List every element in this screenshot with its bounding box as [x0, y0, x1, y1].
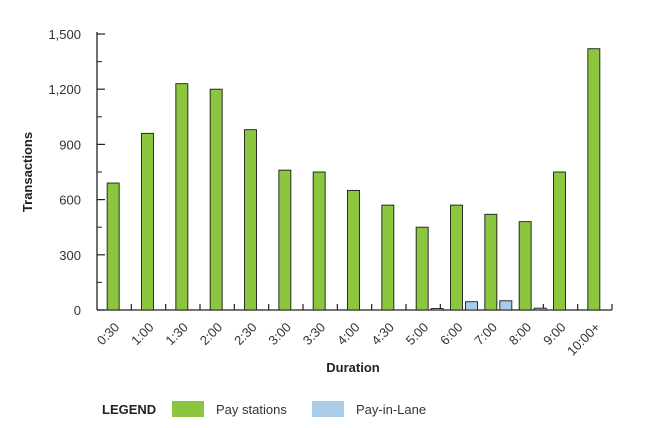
bar-pay-stations	[347, 189, 360, 311]
x-tick-label: 3:00	[265, 320, 294, 349]
x-tick-label: 2:00	[197, 320, 226, 349]
x-axis: 0:30 1:00 1:30 2:00 2:30 3:00 3:30 4:00 4:30 5:00…	[94, 304, 613, 359]
bar-pay-in-lane	[499, 300, 513, 311]
x-tick-label: 0:30	[94, 320, 123, 349]
bar-pay-stations	[106, 182, 120, 311]
y-tick-label: 900	[59, 137, 81, 152]
legend-label-pay-stations: Pay stations	[216, 402, 287, 417]
bar-pay-stations	[209, 88, 223, 311]
legend-swatch-pay-in-lane	[312, 401, 344, 417]
bar-pay-stations	[518, 221, 532, 311]
legend-title: LEGEND	[102, 402, 156, 417]
y-axis: 0 300 600 900 1,200 1,500	[48, 27, 105, 318]
x-tick-label: 1:00	[128, 320, 157, 349]
bar-pay-stations	[415, 226, 429, 311]
legend: LEGEND Pay stations Pay-in-Lane	[102, 401, 426, 417]
bar-pay-stations	[553, 171, 566, 311]
legend-swatch-pay-stations	[172, 401, 204, 417]
x-tick-label: 8:00	[506, 320, 535, 349]
bar-pay-stations	[587, 48, 601, 311]
bar-pay-stations	[175, 83, 189, 311]
y-tick-label: 1,200	[48, 82, 81, 97]
y-axis-title: Transactions	[20, 132, 35, 212]
y-tick-label: 0	[74, 303, 81, 318]
x-tick-label: 7:00	[471, 320, 500, 349]
y-tick-label: 1,500	[48, 27, 81, 42]
bar-pay-stations	[278, 169, 292, 311]
x-tick-label: 1:30	[162, 320, 191, 349]
x-tick-label: 10:00+	[564, 320, 603, 359]
bar-pay-in-lane	[533, 307, 547, 311]
bar-pay-stations	[141, 132, 154, 311]
y-tick-label: 600	[59, 193, 81, 208]
bar-pay-in-lane	[465, 301, 478, 311]
x-tick-label: 6:00	[437, 320, 466, 349]
bars	[106, 48, 601, 311]
x-tick-label: 9:00	[540, 320, 569, 349]
bar-pay-stations	[381, 204, 395, 311]
bar-pay-stations	[244, 129, 257, 311]
legend-label-pay-in-lane: Pay-in-Lane	[356, 402, 426, 417]
x-tick-label: 2:30	[231, 320, 260, 349]
x-tick-label: 5:00	[403, 320, 432, 349]
x-tick-label: 4:00	[334, 320, 363, 349]
bar-pay-in-lane	[430, 308, 444, 311]
bar-pay-stations	[484, 213, 498, 311]
y-tick-label: 300	[59, 248, 81, 263]
bar-pay-stations	[312, 171, 326, 311]
x-axis-title: Duration	[326, 360, 380, 375]
bar-pay-stations	[450, 204, 463, 311]
x-tick-label: 3:30	[300, 320, 329, 349]
x-tick-label: 4:30	[368, 320, 397, 349]
